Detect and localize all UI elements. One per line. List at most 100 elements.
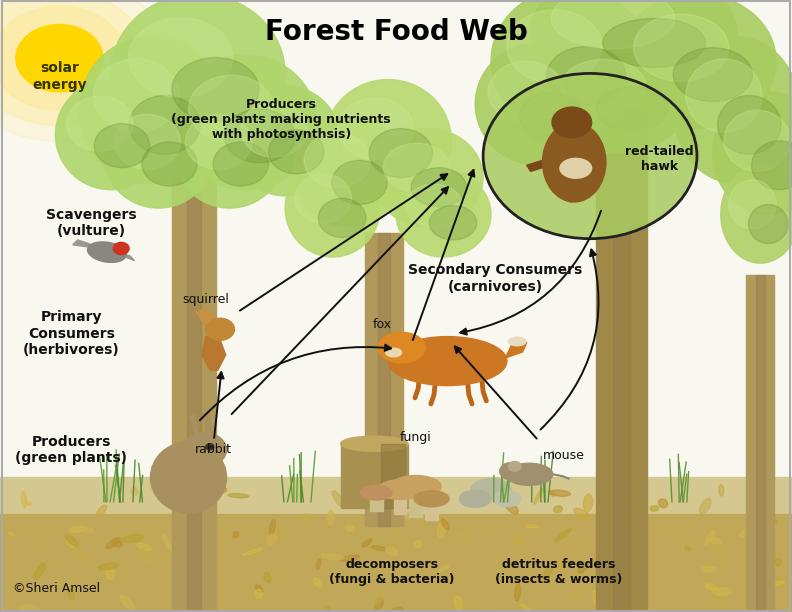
Text: Forest Food Web: Forest Food Web [265, 18, 527, 47]
Ellipse shape [181, 595, 192, 607]
Bar [613, 92, 630, 612]
Ellipse shape [114, 114, 181, 170]
Polygon shape [190, 415, 200, 442]
Ellipse shape [748, 204, 788, 244]
Bar [370, 493, 383, 511]
Text: Scavengers
(vulture): Scavengers (vulture) [46, 208, 136, 239]
Text: fox: fox [372, 318, 391, 331]
Ellipse shape [520, 92, 583, 141]
Ellipse shape [304, 133, 371, 188]
Circle shape [0, 6, 127, 110]
Ellipse shape [172, 58, 259, 121]
Ellipse shape [493, 491, 521, 507]
Ellipse shape [185, 114, 252, 170]
Ellipse shape [79, 37, 222, 184]
Ellipse shape [224, 109, 295, 163]
Ellipse shape [710, 545, 729, 553]
Ellipse shape [515, 584, 520, 601]
Ellipse shape [603, 18, 706, 67]
Ellipse shape [729, 180, 776, 229]
Ellipse shape [686, 59, 762, 132]
Ellipse shape [189, 586, 204, 591]
Ellipse shape [414, 491, 449, 507]
Circle shape [500, 463, 522, 480]
Ellipse shape [596, 87, 668, 131]
Ellipse shape [29, 540, 47, 550]
Circle shape [552, 107, 592, 138]
Ellipse shape [93, 59, 179, 132]
Ellipse shape [97, 505, 106, 517]
Ellipse shape [369, 129, 432, 177]
Circle shape [0, 0, 167, 141]
Text: rabbit: rabbit [196, 443, 232, 457]
Ellipse shape [314, 578, 322, 587]
Ellipse shape [69, 526, 86, 532]
Ellipse shape [276, 531, 282, 538]
Ellipse shape [718, 485, 724, 496]
Ellipse shape [394, 532, 400, 539]
Ellipse shape [574, 509, 591, 520]
Ellipse shape [386, 548, 398, 555]
Ellipse shape [295, 174, 352, 223]
Ellipse shape [233, 532, 239, 538]
Ellipse shape [762, 516, 777, 524]
Ellipse shape [94, 124, 150, 168]
Ellipse shape [98, 563, 118, 570]
Ellipse shape [25, 501, 31, 506]
Ellipse shape [505, 463, 553, 485]
Ellipse shape [772, 581, 785, 585]
Ellipse shape [105, 565, 114, 580]
Ellipse shape [87, 242, 127, 263]
Ellipse shape [543, 566, 552, 580]
Ellipse shape [680, 543, 703, 548]
Ellipse shape [658, 499, 668, 508]
Circle shape [0, 0, 147, 125]
Text: Primary
Consumers
(herbivores): Primary Consumers (herbivores) [23, 310, 120, 357]
Ellipse shape [328, 510, 333, 525]
Circle shape [206, 318, 234, 340]
Ellipse shape [472, 489, 494, 493]
Text: solar
energy: solar energy [32, 61, 86, 92]
Ellipse shape [546, 43, 689, 153]
Ellipse shape [267, 534, 276, 545]
Text: Producers
(green plants): Producers (green plants) [15, 435, 128, 465]
Ellipse shape [454, 596, 463, 610]
Bar [425, 499, 438, 520]
Ellipse shape [684, 547, 691, 550]
Ellipse shape [188, 75, 274, 143]
Ellipse shape [112, 540, 123, 547]
Ellipse shape [740, 526, 756, 537]
Ellipse shape [128, 18, 233, 97]
Ellipse shape [396, 498, 408, 513]
Ellipse shape [711, 537, 721, 545]
Bar [394, 490, 406, 514]
Ellipse shape [554, 529, 572, 542]
Ellipse shape [437, 521, 447, 537]
Polygon shape [204, 415, 214, 441]
Text: fungi: fungi [400, 431, 432, 444]
Ellipse shape [317, 559, 321, 569]
Ellipse shape [752, 141, 792, 190]
Ellipse shape [475, 43, 602, 165]
Ellipse shape [504, 500, 518, 514]
Text: decomposers
(fungi & bacteria): decomposers (fungi & bacteria) [329, 558, 455, 586]
Text: Secondary Consumers
(carnivores): Secondary Consumers (carnivores) [408, 263, 582, 294]
Ellipse shape [413, 541, 422, 548]
Ellipse shape [511, 537, 526, 544]
Bar [0, 514, 792, 612]
Ellipse shape [55, 80, 166, 190]
Bar [187, 165, 201, 612]
Ellipse shape [174, 98, 285, 208]
Ellipse shape [435, 540, 442, 549]
Bar [0, 477, 792, 612]
Ellipse shape [544, 573, 553, 580]
Ellipse shape [507, 10, 602, 83]
Ellipse shape [186, 506, 200, 520]
Ellipse shape [68, 590, 74, 600]
Polygon shape [505, 338, 527, 358]
Ellipse shape [673, 48, 752, 102]
Ellipse shape [372, 129, 483, 226]
Text: detritus feeders
(insects & worms): detritus feeders (insects & worms) [495, 558, 622, 586]
Ellipse shape [549, 490, 570, 496]
Ellipse shape [578, 563, 587, 573]
